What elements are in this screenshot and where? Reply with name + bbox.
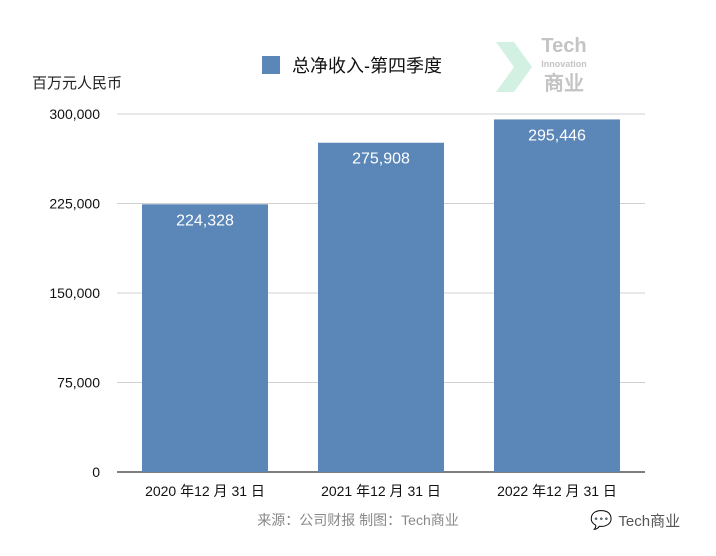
data-label: 224,328 [176,212,234,229]
y-tick-label: 225,000 [49,196,100,212]
y-tick-label: 300,000 [49,106,100,122]
wechat-icon: 💬 [590,510,613,530]
wechat-account: 💬 Tech商业 [590,510,680,531]
watermark-line3: 商业 [544,71,584,95]
data-label: 275,908 [352,151,410,168]
data-label: 295,446 [528,127,586,144]
watermark-line2: Innovation [541,59,587,69]
bar [318,142,444,472]
bar [494,119,620,472]
legend-label: 总净收入-第四季度 [292,56,442,76]
legend-swatch [262,56,280,74]
watermark-logo: Tech Innovation 商业 [496,35,587,95]
x-tick-label: 2021 年12 月 31 日 [321,483,441,499]
watermark-line1: Tech [541,35,586,57]
source-note: 来源：公司财报 制图：Tech商业 [257,512,459,528]
bar [142,204,268,472]
y-tick-label: 150,000 [49,285,100,301]
y-tick-label: 0 [92,464,100,480]
wechat-account-name: Tech商业 [618,513,681,530]
x-tick-label: 2020 年12 月 31 日 [145,483,265,499]
y-tick-label: 75,000 [57,375,100,391]
legend: 总净收入-第四季度 [262,52,442,78]
y-axis-label: 百万元人民币 [32,75,123,92]
x-tick-label: 2022 年12 月 31 日 [497,483,617,499]
